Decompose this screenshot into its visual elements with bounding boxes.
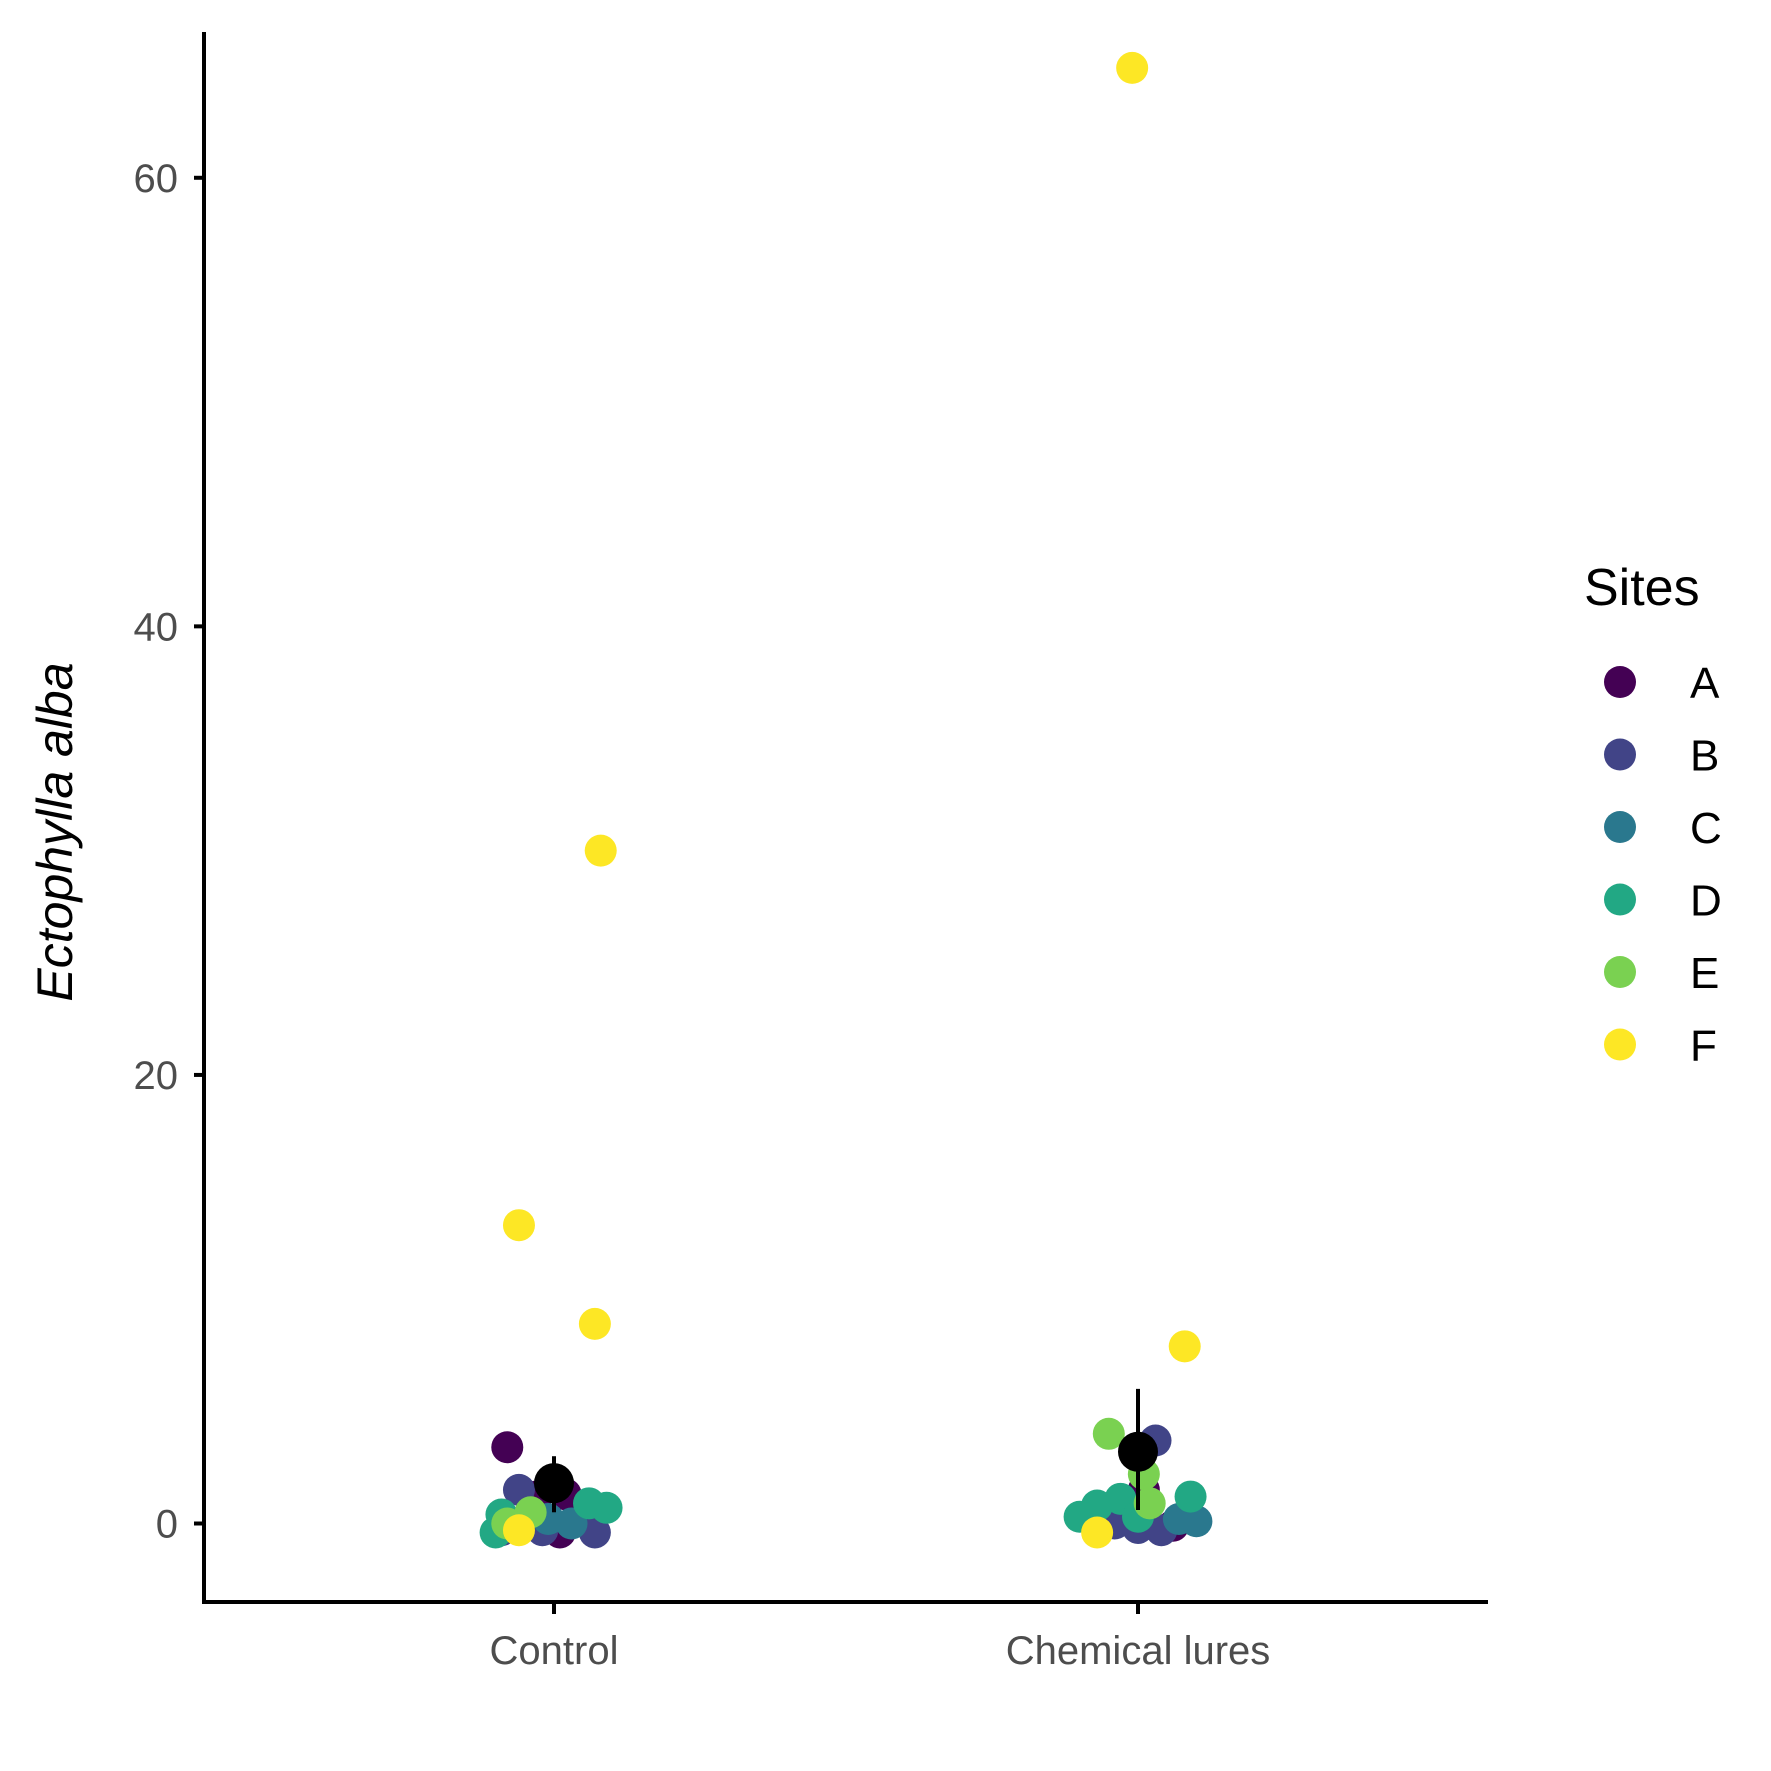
data-point-site-d	[1174, 1480, 1207, 1513]
y-axis-title: Ectophylla alba	[27, 662, 83, 1001]
data-point-site-f	[578, 1307, 611, 1340]
y-tick-label: 60	[134, 157, 179, 201]
data-point-site-f	[1081, 1516, 1114, 1549]
x-tick-label: Chemical lures	[1006, 1629, 1271, 1673]
legend-label: D	[1690, 877, 1722, 926]
data-point-site-e	[1133, 1487, 1166, 1520]
data-point-site-f	[584, 834, 617, 867]
legend-key	[1604, 738, 1636, 771]
data-point-site-d	[590, 1491, 623, 1524]
data-point-site-f	[1168, 1330, 1201, 1363]
mean-point	[1118, 1431, 1158, 1472]
data-point-site-a	[491, 1431, 524, 1464]
legend-title: Sites	[1584, 559, 1700, 617]
legend-label: C	[1690, 804, 1722, 853]
data-point-site-f	[1116, 51, 1149, 84]
x-axis-ticks: Control Chemical lures	[490, 1604, 1271, 1673]
y-tick-label: 40	[134, 605, 179, 649]
legend-label: E	[1690, 949, 1719, 998]
legend-key	[1604, 811, 1636, 843]
legend-key	[1604, 883, 1636, 916]
y-axis-ticks: 0 20 40 60	[134, 157, 204, 1547]
legend-key	[1604, 956, 1636, 988]
legend-label: F	[1690, 1022, 1717, 1071]
legend-label: A	[1690, 659, 1720, 708]
data-point-site-e	[1092, 1417, 1125, 1450]
mean-point	[534, 1463, 574, 1504]
x-tick-label: Control	[490, 1629, 619, 1673]
y-tick-label: 0	[156, 1503, 178, 1547]
legend-label: B	[1690, 732, 1719, 781]
data-points	[479, 51, 1213, 1549]
summary-markers	[534, 1388, 1158, 1513]
data-point-site-f	[502, 1514, 535, 1547]
y-tick-label: 20	[134, 1054, 179, 1098]
legend-key	[1604, 666, 1636, 698]
legend-key	[1604, 1028, 1636, 1061]
data-point-site-f	[502, 1209, 535, 1242]
